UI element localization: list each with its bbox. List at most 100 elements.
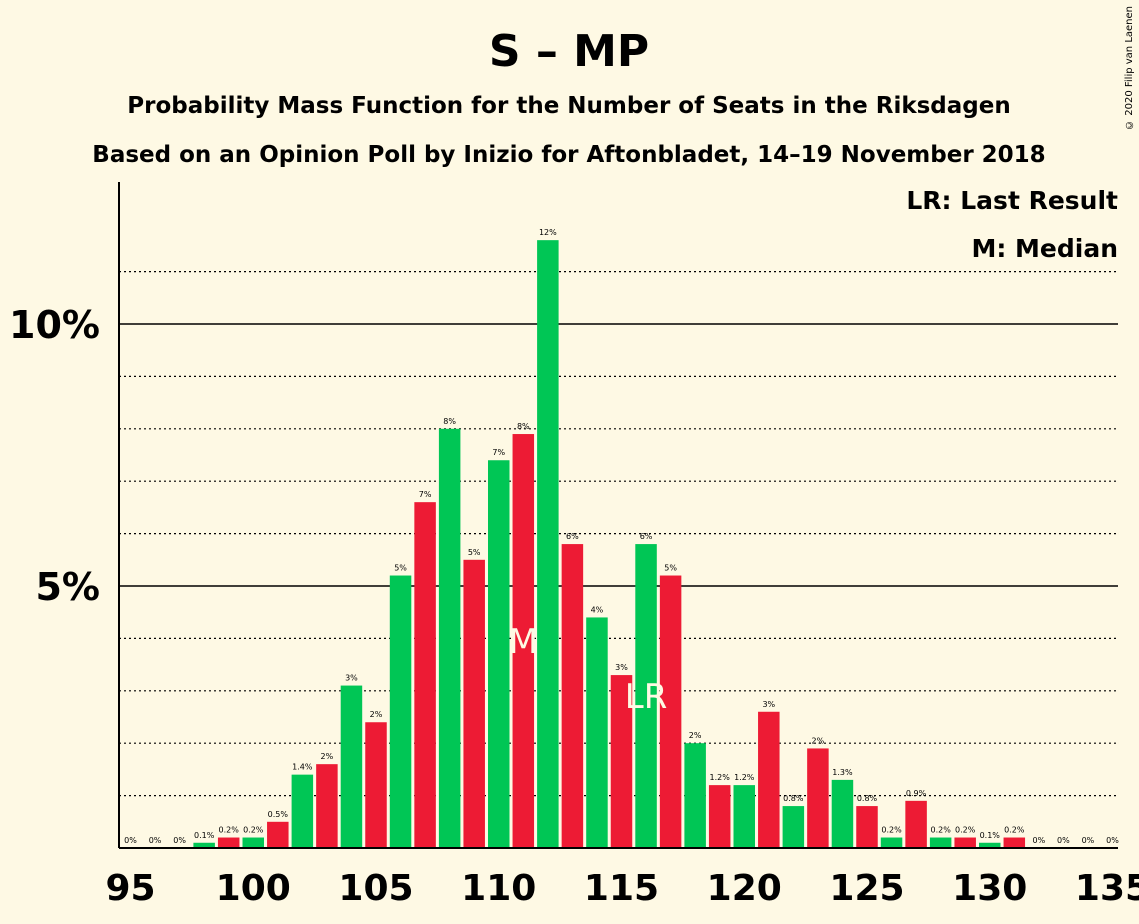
bar-seat-106 — [389, 575, 412, 848]
bar-seat-103 — [316, 764, 338, 848]
grid-lines — [119, 271, 1118, 797]
bar-label-seat-116: 6% — [640, 532, 653, 541]
bar-label-seat-117: 5% — [664, 564, 677, 573]
bar-seat-110 — [488, 460, 510, 848]
legend-last-result: LR: Last Result — [906, 186, 1118, 215]
x-tick-label: 125 — [829, 868, 904, 909]
x-tick-label: 130 — [952, 868, 1027, 909]
axes — [118, 182, 1118, 849]
bar-seat-123 — [807, 748, 829, 848]
bar-label-seat-106: 5% — [394, 564, 407, 573]
bar-label-seat-105: 2% — [370, 710, 383, 719]
bar-seat-111 — [512, 434, 535, 848]
bar-label-seat-123: 2% — [812, 736, 825, 745]
bar-label-seat-107: 7% — [419, 490, 432, 499]
x-tick-label: 95 — [105, 868, 155, 909]
bar-label-seat-131: 0.2% — [1004, 826, 1025, 835]
bar-seat-121 — [758, 711, 780, 848]
last-result-marker: LR — [625, 677, 668, 717]
bar-seat-108 — [438, 428, 461, 848]
bar-seat-119 — [708, 785, 731, 848]
x-tick-label: 105 — [338, 868, 413, 909]
bar-seat-131 — [1003, 837, 1026, 848]
bar-seat-114 — [586, 617, 608, 848]
bar-seat-101 — [267, 821, 289, 848]
bar-label-seat-95: 0% — [124, 836, 137, 845]
bar-label-seat-135: 0% — [1106, 836, 1119, 845]
bar-label-seat-98: 0.1% — [194, 831, 215, 840]
bar-seat-115 — [610, 675, 633, 848]
bar-label-seat-119: 1.2% — [710, 773, 731, 782]
y-tick-label: 10% — [9, 303, 100, 347]
bar-seat-98 — [193, 842, 215, 848]
x-tick-label: 115 — [584, 868, 659, 909]
bar-label-seat-111: 8% — [517, 422, 530, 431]
bar-value-labels: 0% 0% 0%0.1%0.2% 0.2%0.5%1.4%2%3%2%5%7%8%5%… — [124, 228, 1119, 845]
bar-label-seat-100: 0.2% — [243, 826, 264, 835]
bar-label-seat-126: 0.2% — [881, 826, 902, 835]
copyright-notice: © 2020 Filip van Laenen — [1124, 6, 1135, 130]
y-tick-label: 5% — [35, 565, 100, 609]
bar-label-seat-102: 1.4% — [292, 763, 313, 772]
bar-seat-128 — [929, 837, 952, 848]
bar-label-seat-114: 4% — [591, 605, 604, 614]
bar-label-seat-130: 0.1% — [980, 831, 1001, 840]
bar-seat-99 — [217, 837, 240, 848]
bar-seat-120 — [733, 785, 755, 848]
bar-label-seat-104: 3% — [345, 674, 358, 683]
bar-seat-105 — [365, 722, 387, 848]
bar-seat-124 — [831, 779, 854, 848]
bar-label-seat-132: 0% — [1032, 836, 1045, 845]
y-tick-labels: 5% 10% — [9, 303, 100, 609]
bar-label-seat-96: 0% — [149, 836, 162, 845]
bar-seat-100 — [242, 837, 264, 848]
bar-label-seat-125: 0.8% — [857, 794, 878, 803]
bars: M LR — [193, 240, 1026, 848]
bar-label-seat-110: 7% — [492, 448, 505, 457]
bar-seat-129 — [954, 837, 976, 848]
x-tick-label: 120 — [707, 868, 782, 909]
bar-label-seat-133: 0% — [1057, 836, 1070, 845]
bar-seat-130 — [979, 842, 1001, 848]
bar-label-seat-101: 0.5% — [268, 810, 289, 819]
bar-seat-118 — [684, 743, 706, 848]
bar-seat-109 — [463, 559, 485, 848]
bar-label-seat-115: 3% — [615, 663, 628, 672]
bar-seat-104 — [340, 685, 363, 848]
bar-seat-117 — [659, 575, 682, 848]
bar-label-seat-103: 2% — [321, 752, 334, 761]
x-tick-label: 135 — [1075, 868, 1139, 909]
bar-label-seat-124: 1.3% — [832, 768, 853, 777]
bar-label-seat-127: 0.9% — [906, 789, 927, 798]
bar-label-seat-120: 1.2% — [734, 773, 755, 782]
legend-median: M: Median — [971, 234, 1118, 263]
chart-subtitle-2: Based on an Opinion Poll by Inizio for A… — [92, 142, 1045, 168]
bar-seat-113 — [561, 544, 584, 848]
bar-label-seat-121: 3% — [762, 700, 775, 709]
bar-label-seat-128: 0.2% — [930, 826, 951, 835]
bar-seat-126 — [880, 837, 903, 848]
chart-subtitle: Probability Mass Function for the Number… — [127, 93, 1010, 119]
bar-label-seat-108: 8% — [443, 417, 456, 426]
bar-label-seat-134: 0% — [1082, 836, 1095, 845]
bar-label-seat-97: 0% — [173, 836, 186, 845]
bar-label-seat-99: 0.2% — [219, 826, 240, 835]
bar-seat-127 — [905, 800, 927, 848]
median-marker: M — [509, 622, 538, 662]
x-tick-label: 110 — [461, 868, 536, 909]
bar-seat-122 — [782, 806, 805, 848]
bar-seat-125 — [856, 806, 878, 848]
bar-label-seat-122: 0.8% — [783, 794, 804, 803]
bar-label-seat-118: 2% — [689, 731, 702, 740]
chart-title: S – MP — [489, 26, 649, 77]
bar-label-seat-109: 5% — [468, 548, 481, 557]
bar-label-seat-112: 12% — [539, 228, 557, 237]
bar-label-seat-113: 6% — [566, 532, 579, 541]
bar-seat-112 — [537, 240, 559, 848]
x-tick-labels: 95 100 105 110 115 120 125 130 135 — [105, 868, 1139, 909]
bar-seat-116 — [635, 544, 657, 848]
bar-seat-107 — [414, 502, 436, 848]
x-tick-label: 100 — [216, 868, 291, 909]
bar-seat-102 — [291, 774, 314, 848]
